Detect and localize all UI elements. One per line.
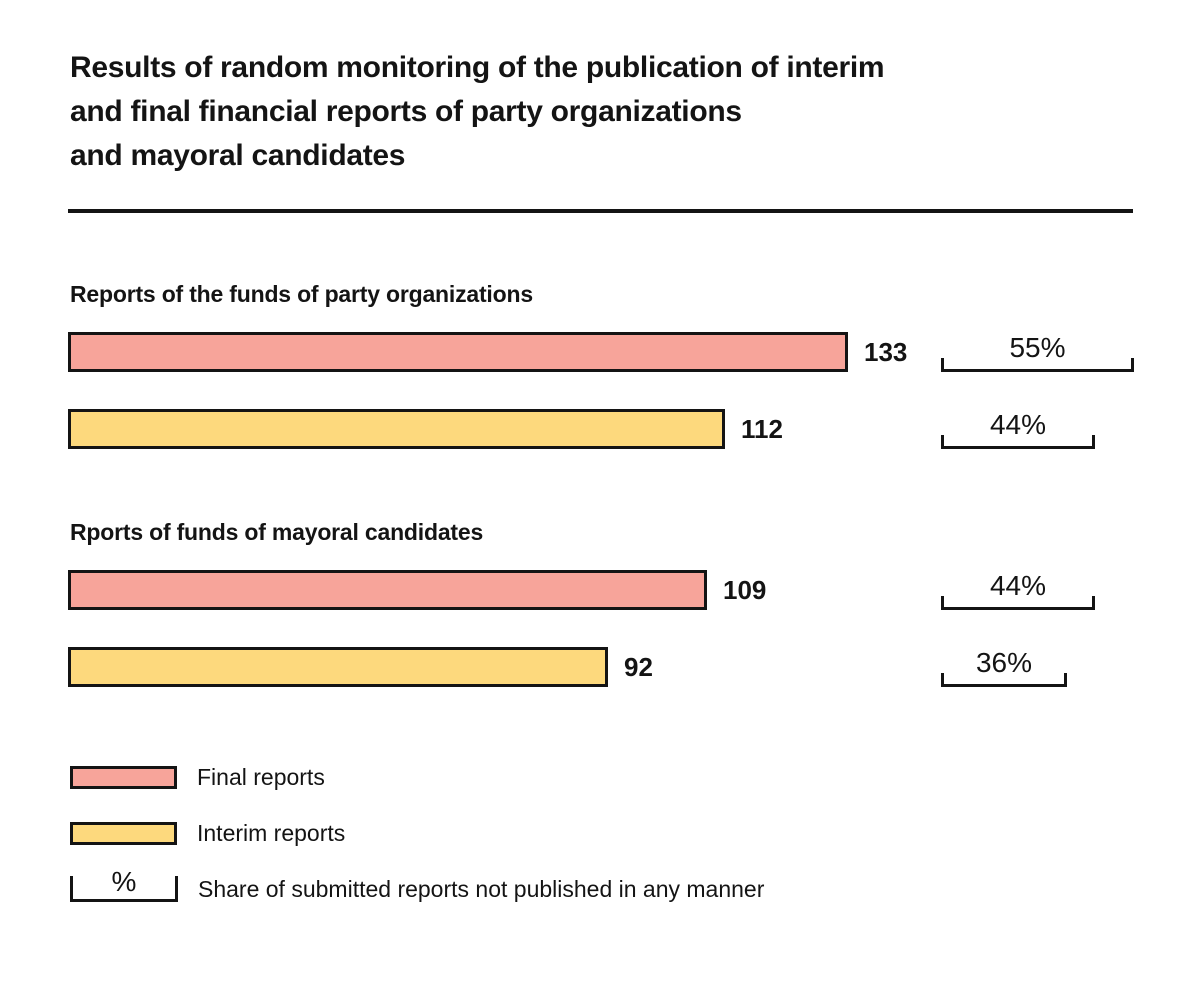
bar-value-label: 92 [624,652,653,682]
page-title-line: and final financial reports of party org… [70,95,742,128]
page-title-line: and mayoral candidates [70,139,406,172]
page-title-line: Results of random monitoring of the publ… [70,51,885,84]
legend-label-final-reports: Final reports [197,764,325,790]
bracket-shape [941,596,1095,610]
bar-value-label: 133 [864,337,908,367]
legend-item-final-reports: Final reports [70,764,325,790]
title-divider [68,209,1133,213]
bar-value-label: 109 [723,575,767,605]
bracket-shape [941,673,1067,687]
share-bracket-swatch: % [70,868,178,902]
bar-interim_reports [68,409,725,449]
share-percent-label: 44% [989,409,1047,440]
bracket-shape [941,435,1095,449]
interim-reports-swatch [70,821,177,845]
percent-symbol: % [111,866,137,897]
share-percent-label: 44% [989,570,1047,601]
page-title: Results of random monitoring of the publ… [70,46,885,178]
share-percent-label: 55% [1009,332,1066,363]
not-published-share-bracket: 44% [941,570,1095,610]
bracket-shape [941,358,1134,372]
legend-label-interim-reports: Interim reports [197,820,346,846]
share-percent-label: 36% [975,647,1033,678]
bar-interim_reports [68,647,608,687]
legend-item-share-bracket: % Share of submitted reports not publish… [70,868,765,902]
not-published-share-bracket: 36% [941,647,1067,687]
not-published-share-bracket: 44% [941,409,1095,449]
not-published-share-bracket: 55% [941,332,1134,372]
group-label: Reports of the funds of party organizati… [70,281,533,307]
group-label: Rports of funds of mayoral candidates [70,519,484,545]
bar-final_reports [68,332,848,372]
bar-final_reports [68,570,707,610]
legend-label-share-bracket: Share of submitted reports not published… [198,876,765,902]
legend-item-interim-reports: Interim reports [70,820,345,846]
bar-value-label: 112 [741,414,783,444]
final-reports-swatch [70,765,177,789]
